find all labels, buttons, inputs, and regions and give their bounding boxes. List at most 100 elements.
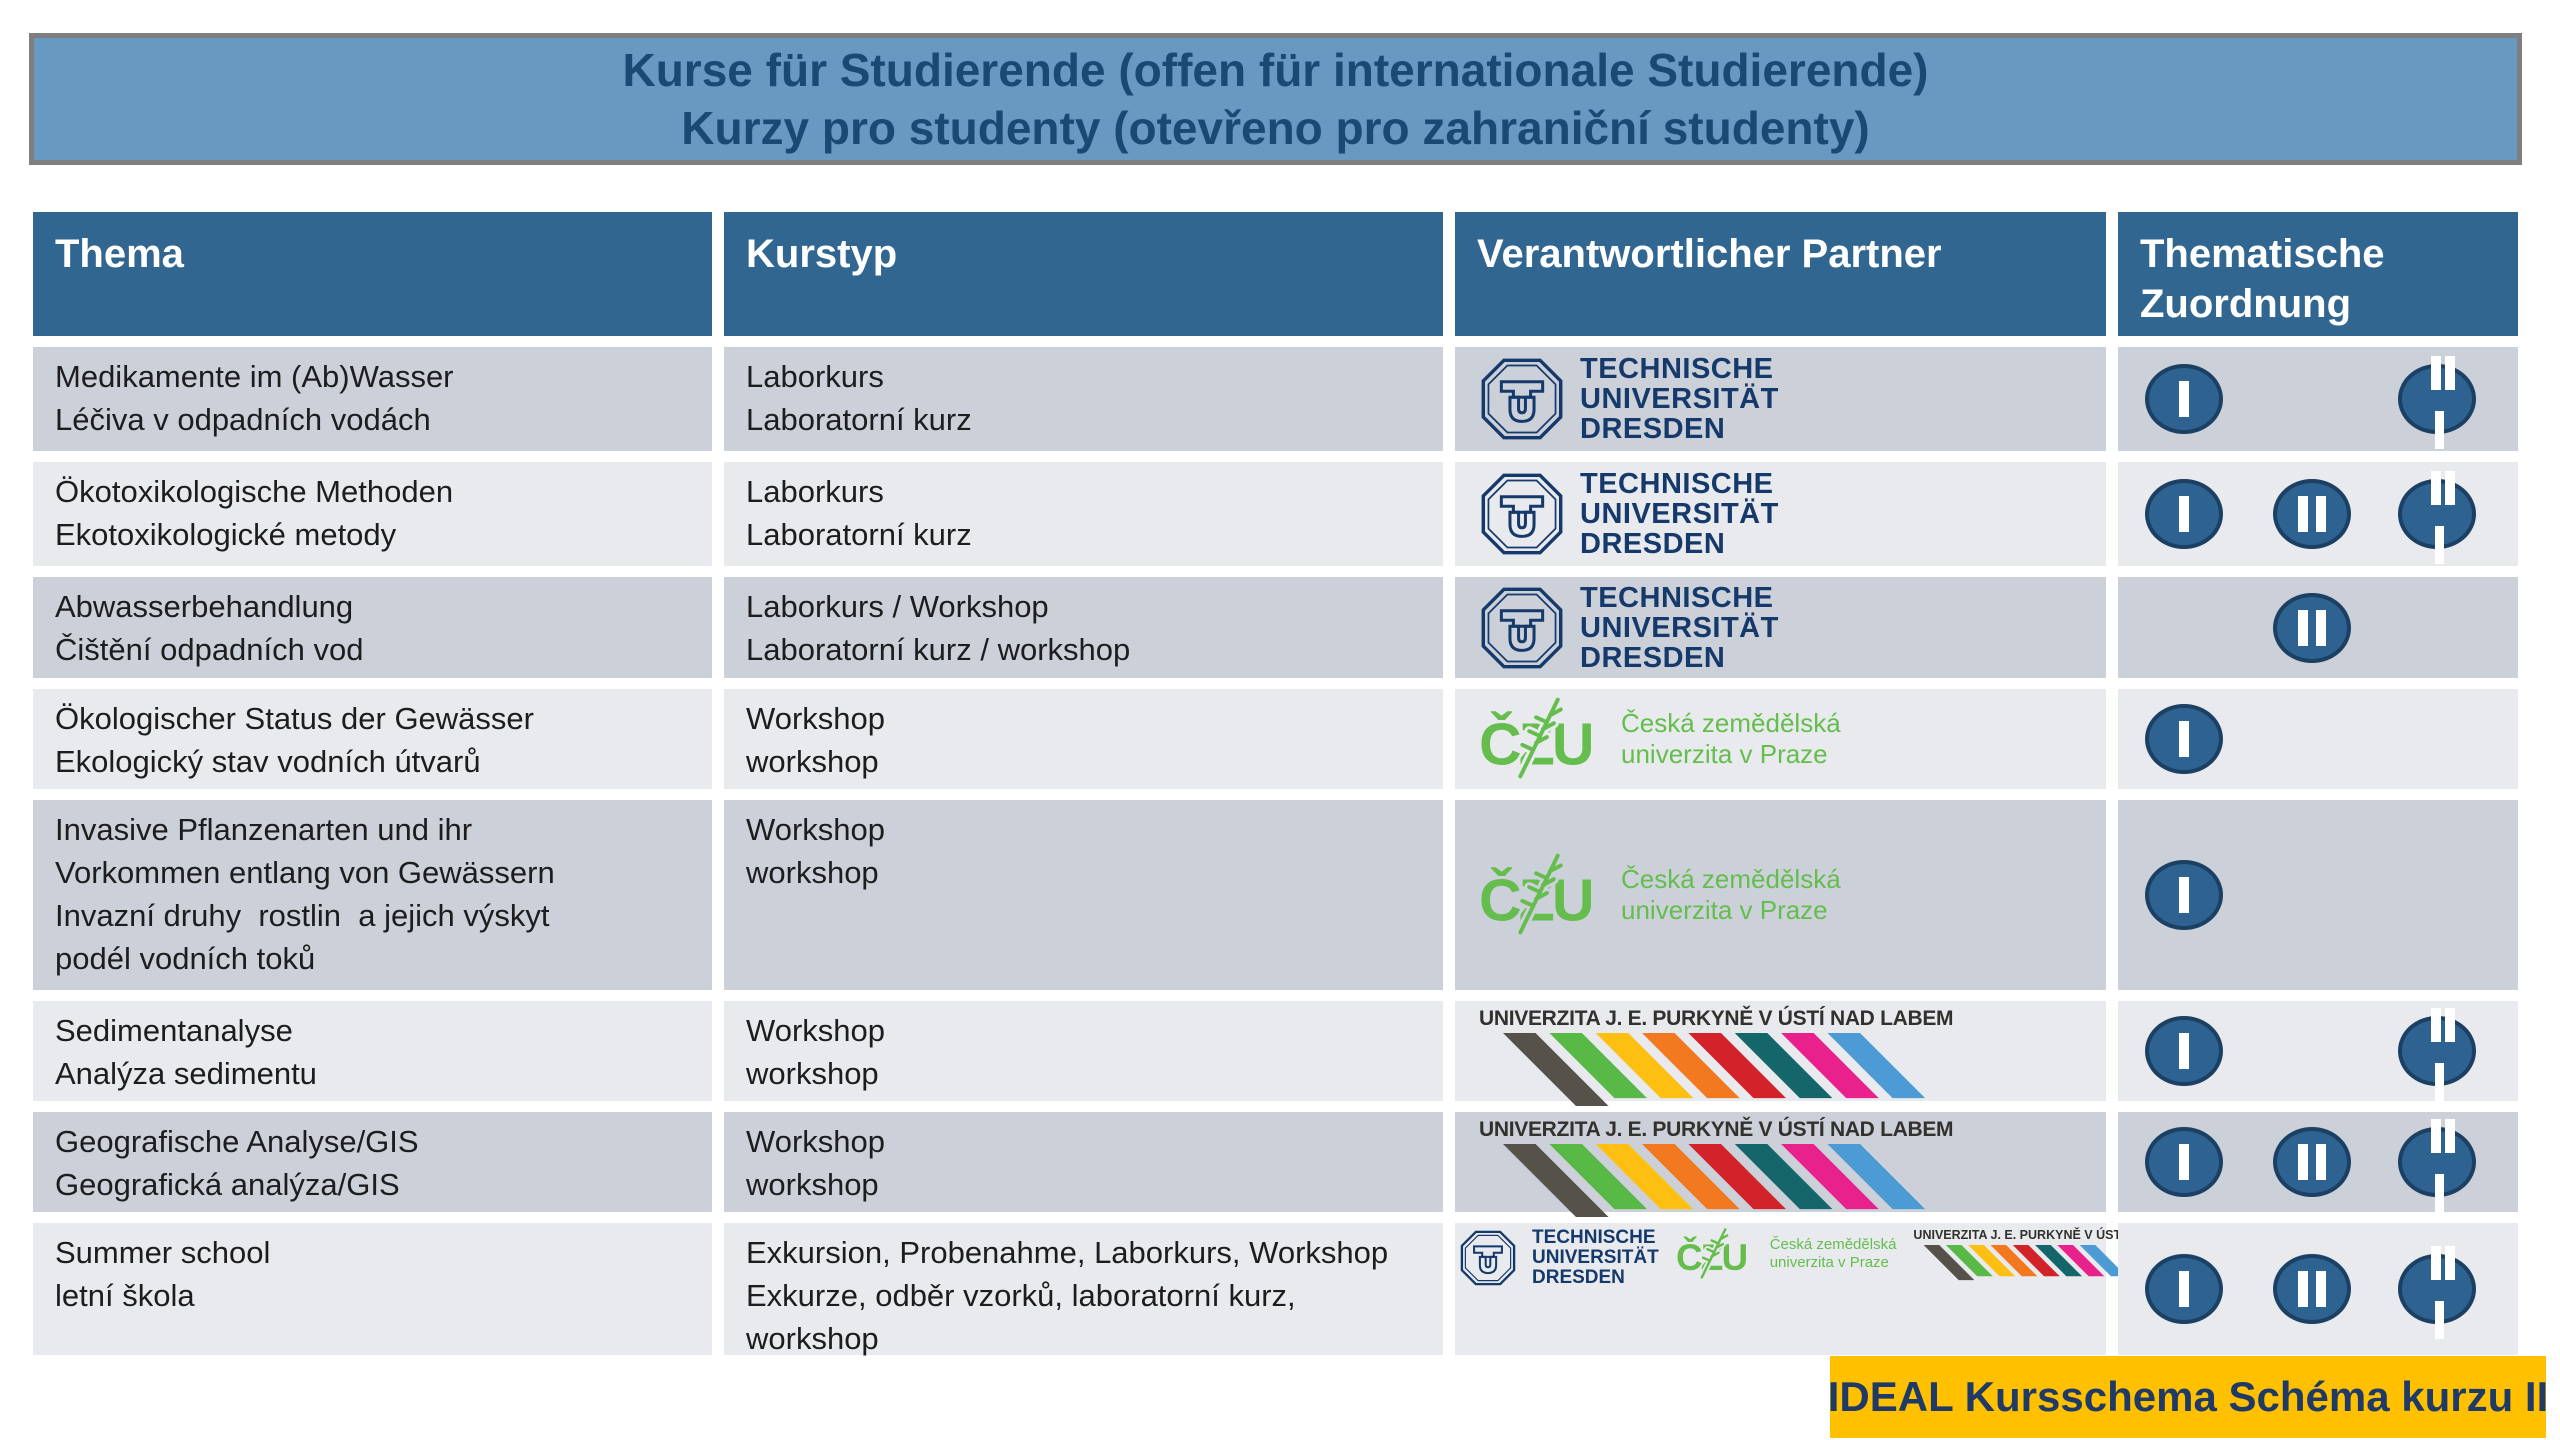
badge-numeral-bar [2431,1119,2441,1153]
partner-cell: TECHNISCHE UNIVERSITÄT DRESDEN [1455,347,2106,451]
badge-theme-ii [2273,479,2351,549]
badge-theme-iii [2398,471,2476,564]
czu-monogram-icon: ČZU [1676,1228,1748,1280]
partner-cell: TECHNISCHE UNIVERSITÄT DRESDEN [1455,462,2106,566]
partner-cell: ČZU Česká zemědělská univerzita v Praze [1455,800,2106,990]
badge-numeral-bar [2431,356,2441,390]
tu-dresden-wordmark-line: TECHNISCHE [1580,468,1774,500]
tu-dresden-logo: TECHNISCHE UNIVERSITÄT DRESDEN [1459,1228,1659,1288]
tu-dresden-wordmark-line: UNIVERSITÄT [1532,1247,1659,1268]
table-row: Abwasserbehandlung Čištění odpadních vod … [33,577,2518,678]
czu-wordmark-line: Česká zemědělská [1769,1236,1897,1253]
table-row: Ökologischer Status der Gewässer Ekologic… [33,689,2518,789]
tu-dresden-wordmark: TECHNISCHE UNIVERSITÄT DRESDEN [1580,469,1779,559]
ujep-logo: UNIVERZITA J. E. PURKYNĚ V ÚSTÍ NAD LABE… [1479,1006,1954,1110]
badge-numeral-bar [2179,1033,2189,1069]
badge-theme-i [2145,1254,2223,1324]
kurstyp-cell: Exkursion, Probenahme, Laborkurs, Worksh… [724,1223,1443,1356]
tu-dresden-wordmark-line: DRESDEN [1580,641,1726,674]
badge-theme-ii [2273,1254,2351,1324]
partner-cell: TECHNISCHE UNIVERSITÄT DRESDEN ČZU Česká zem… [1455,1223,2203,1355]
badge-numeral-bar [2435,1063,2444,1101]
table-row: Invasive Pflanzenarten und ihr Vorkommen … [33,800,2518,990]
badge-theme-i [2145,1127,2223,1197]
badge-numeral-bar [2435,411,2444,449]
czu-wheat-icon [1700,1228,1728,1279]
badge-numeral-bar [2316,496,2326,532]
czu-logo: ČZU Česká zemědělská univerzita v Praze [1479,853,1841,937]
column-header-kurstyp: Kurstyp [724,212,1443,336]
badge-numeral-bar [2179,721,2189,757]
course-table: Thema Kurstyp Verantwortlicher Partner T… [33,212,2518,1356]
czu-monogram-icon: ČZU [1479,853,1595,937]
kurstyp-cell: Workshop workshop [724,800,1443,990]
badge-theme-ii [2273,1127,2351,1197]
tu-dresden-octagon-icon [1481,473,1563,555]
thematic-badges-cell [2118,1001,2518,1101]
ujep-logo: UNIVERZITA J. E. PURKYNĚ V ÚSTÍ NAD LABE… [1479,1117,1954,1221]
badge-theme-ii [2273,592,2351,663]
badge-theme-iii [2398,1119,2476,1212]
partner-cell: ČZU Česká zemědělská univerzita v Praze [1455,689,2106,789]
badge-numeral-bar [2298,609,2308,646]
czu-logo: ČZU Česká zemědělská univerzita v Praze [1676,1228,1897,1280]
czu-wordmark-line: univerzita v Praze [1621,739,1828,769]
kurstyp-cell: Laborkurs Laboratorní kurz [724,347,1443,451]
badge-numeral-bar [2298,1144,2308,1180]
badge-numeral-bar [2179,1271,2189,1307]
czu-wordmark-line: univerzita v Praze [1769,1254,1889,1271]
thema-cell: Ökotoxikologische Methoden Ekotoxikologic… [33,462,712,566]
table-row: Sedimentanalyse Analýza sedimentu Worksho… [33,1001,2518,1107]
czu-wordmark-line: Česká zemědělská [1621,708,1841,738]
ujep-logo: UNIVERZITA J. E. PURKYNĚ V ÚSTÍ NAD LABE… [1913,1228,2203,1282]
badge-numeral-bar [2316,609,2326,646]
badge-theme-i [2145,364,2223,434]
tu-dresden-wordmark-line: TECHNISCHE [1580,353,1774,385]
tu-dresden-wordmark-line: UNIVERSITÄT [1580,383,1779,415]
tu-dresden-wordmark-line: TECHNISCHE [1532,1227,1656,1248]
ujep-wordmark: UNIVERZITA J. E. PURKYNĚ V ÚSTÍ NAD LABE… [1479,1007,1954,1030]
badge-numeral-bar [2316,1271,2326,1307]
thema-cell: Sedimentanalyse Analýza sedimentu [33,1001,712,1101]
czu-wordmark-line: Česká zemědělská [1621,864,1841,894]
partner-cell: UNIVERZITA J. E. PURKYNĚ V ÚSTÍ NAD LABE… [1455,1112,2106,1218]
czu-monogram-icon: ČZU [1479,697,1595,781]
course-schema-label: IDEAL Kursschema Schéma kurzu II [1828,1356,2548,1438]
partner-cell: UNIVERZITA J. E. PURKYNĚ V ÚSTÍ NAD LABE… [1455,1001,2106,1107]
badge-numeral-bar [2445,1119,2455,1153]
badge-numeral-bar [2298,1271,2308,1307]
thematic-badges-cell [2118,577,2518,678]
badge-theme-iii [2398,356,2476,449]
badge-numeral-bar [2316,1144,2326,1180]
badge-numeral-bar [2431,1246,2441,1280]
badge-numeral-bar [2179,381,2189,417]
tu-dresden-wordmark: TECHNISCHE UNIVERSITÄT DRESDEN [1580,583,1779,673]
badge-theme-iii [2398,1008,2476,1101]
badge-numeral-bar [2445,1246,2455,1280]
badge-numeral-bar [2179,496,2189,532]
tu-dresden-wordmark-line: DRESDEN [1532,1267,1625,1288]
ujep-stripes-icon [1503,1033,1926,1107]
badge-numeral-bar [2179,877,2189,913]
badge-numeral-bar [2445,356,2455,390]
thema-cell: Abwasserbehandlung Čištění odpadních vod [33,577,712,678]
czu-wordmark-line: univerzita v Praze [1621,895,1828,925]
thema-cell: Invasive Pflanzenarten und ihr Vorkommen … [33,800,712,990]
badge-numeral-bar [2431,1008,2441,1042]
title-banner: Kurse für Studierende (offen für interna… [29,33,2522,165]
thematic-badges-cell [2118,1223,2518,1355]
kurstyp-cell: Workshop workshop [724,689,1443,789]
ujep-wordmark: UNIVERZITA J. E. PURKYNĚ V ÚSTÍ NAD LABE… [1479,1118,1954,1141]
badge-numeral-bar [2435,526,2444,564]
tu-dresden-octagon-icon [1460,1230,1516,1286]
table-row: Summer school letní škola Exkursion, Prob… [33,1223,2518,1356]
thematic-badges-cell [2118,462,2518,566]
badge-numeral-bar [2298,496,2308,532]
kurstyp-cell: Workshop workshop [724,1112,1443,1212]
kurstyp-cell: Workshop workshop [724,1001,1443,1101]
kurstyp-cell: Laborkurs Laboratorní kurz [724,462,1443,566]
badge-theme-i [2145,479,2223,549]
czu-wordmark: Česká zemědělská univerzita v Praze [1621,864,1841,926]
czu-wordmark: Česká zemědělská univerzita v Praze [1621,708,1841,770]
